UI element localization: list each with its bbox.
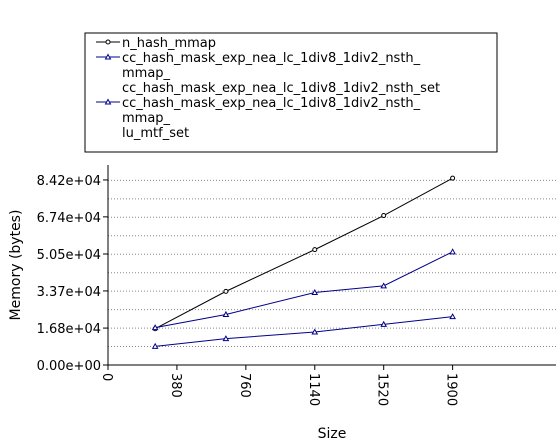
x-tick-label: 0 — [99, 373, 114, 381]
x-tick-label: 1520 — [375, 373, 390, 406]
data-point — [380, 320, 388, 327]
legend-box — [84, 32, 498, 153]
x-tick-label: 1140 — [306, 373, 321, 406]
y-axis-label: Memory (bytes) — [8, 210, 24, 321]
x-tick-label: 1900 — [444, 373, 459, 406]
y-tick-label: 8.42e+04 — [37, 174, 101, 189]
legend-label: cc_hash_mask_exp_nea_lc_1div8_1div2_nsth… — [122, 51, 421, 66]
legend-entry-2: cc_hash_mask_exp_nea_lc_1div8_1div2_nsth… — [96, 51, 440, 96]
grid-lines — [108, 179, 556, 348]
y-tick-label: 0.00e+00 — [37, 359, 101, 374]
x-tick-label: 380 — [168, 373, 183, 398]
y-tick-label: 5.05e+04 — [37, 248, 101, 263]
series-3 — [151, 313, 456, 349]
y-ticks: 0.00e+00 1.68e+04 3.37e+04 5.05e+04 6.74e+04… — [37, 174, 108, 374]
data-point — [449, 313, 456, 320]
x-ticks: 0 380 760 1140 1520 1900 — [99, 365, 459, 406]
y-tick-label: 3.37e+04 — [37, 285, 101, 300]
legend-label: mmap_ — [122, 111, 171, 126]
data-point — [380, 282, 388, 289]
legend: n_hash_mmapcc_hash_mask_exp_nea_lc_1div8… — [84, 32, 498, 153]
data-point — [223, 288, 229, 294]
data-point — [312, 247, 318, 253]
data-point — [151, 342, 159, 349]
legend-entry-1: n_hash_mmap — [96, 36, 216, 51]
series-1 — [152, 175, 456, 332]
y-tick-label: 1.68e+04 — [37, 322, 101, 337]
data-point — [222, 335, 230, 342]
legend-marker — [104, 98, 112, 105]
series-line — [155, 316, 453, 347]
legend-marker — [105, 39, 111, 45]
legend-entry-3: cc_hash_mask_exp_nea_lc_1div8_1div2_nsth… — [96, 96, 421, 141]
data-point — [222, 310, 230, 317]
data-point — [450, 175, 456, 181]
legend-label: mmap_ — [122, 66, 171, 81]
legend-label: n_hash_mmap — [122, 36, 216, 51]
series-line — [154, 177, 453, 330]
data-point — [151, 324, 159, 331]
x-axis-label: Size — [318, 426, 347, 442]
data-point — [311, 288, 319, 295]
data-point — [381, 213, 387, 219]
series-line — [155, 251, 453, 329]
series-2 — [151, 248, 456, 331]
y-tick-label: 6.74e+04 — [37, 211, 101, 226]
x-tick-label: 760 — [237, 373, 252, 398]
series-layer — [151, 175, 456, 349]
data-point — [449, 248, 456, 255]
legend-label: lu_mtf_set — [122, 126, 189, 141]
axes — [107, 165, 556, 366]
legend-label: cc_hash_mask_exp_nea_lc_1div8_1div2_nsth… — [122, 96, 421, 111]
data-point — [311, 328, 319, 335]
legend-label: cc_hash_mask_exp_nea_lc_1div8_1div2_nsth… — [122, 81, 440, 96]
legend-marker — [104, 53, 112, 60]
